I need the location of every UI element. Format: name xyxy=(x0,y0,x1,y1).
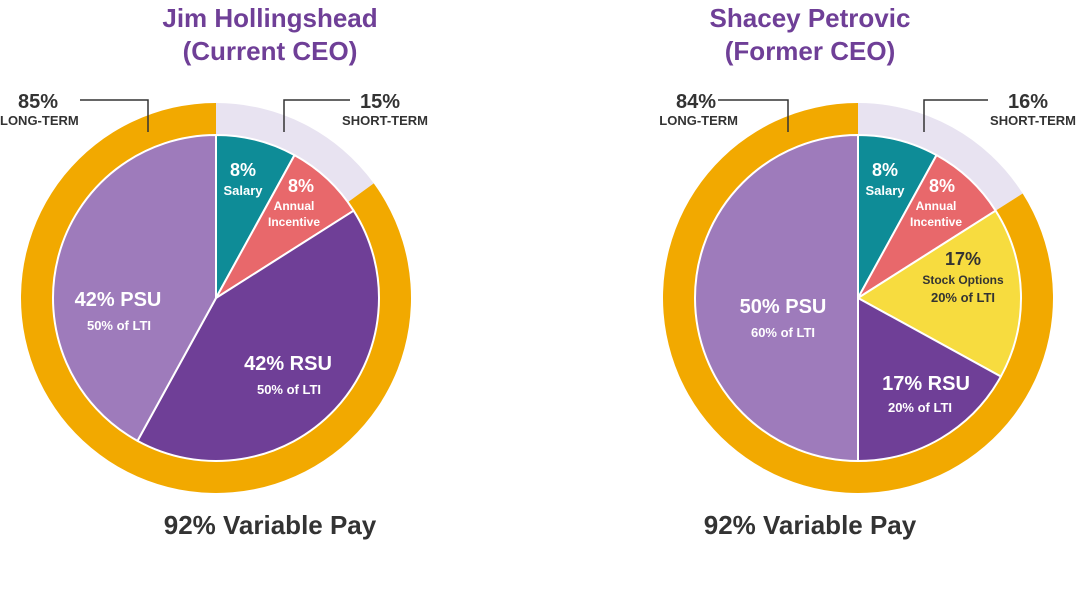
long-term-text: LONG-TERM xyxy=(0,113,79,128)
slice-label-rsu-sub: 20% of LTI xyxy=(888,400,952,415)
short-term-label: 15% SHORT-TERM xyxy=(300,91,428,128)
pie-chart: 8% Salary 8% Annual Incentive 17% Stock Option… xyxy=(663,99,1053,493)
slice-label-options-label: Stock Options xyxy=(922,273,1004,287)
slice-label-annual-l1: Incentive xyxy=(910,215,962,229)
ceo-name: Jim Hollingshead xyxy=(162,3,378,33)
slice-label-rsu-sub: 50% of LTI xyxy=(257,382,321,397)
ceo-name: Shacey Petrovic xyxy=(709,3,911,33)
slice-label-annual-value: 8% xyxy=(929,176,955,196)
long-term-pct: 84% xyxy=(675,91,716,113)
slice-label-rsu-value: 17% RSU xyxy=(882,373,970,395)
slice-label-rsu-value: 42% RSU xyxy=(244,353,332,375)
ceo-role: (Former CEO) xyxy=(724,36,896,66)
slice-label-salary-label: Salary xyxy=(865,183,905,198)
long-term-label: 84% LONG-TERM xyxy=(640,91,790,128)
short-term-text: SHORT-TERM xyxy=(342,113,428,128)
slice-label-annual-l0: Annual xyxy=(274,199,315,213)
ceo-role: (Current CEO) xyxy=(182,36,358,66)
slice-label-annual-l1: Incentive xyxy=(268,215,320,229)
long-term-text: LONG-TERM xyxy=(659,113,738,128)
short-term-label: 16% SHORT-TERM xyxy=(948,91,1076,128)
slice-label-salary-value: 8% xyxy=(230,160,256,180)
short-term-text: SHORT-TERM xyxy=(990,113,1076,128)
pie-slice-psu xyxy=(694,134,859,462)
pie-slice-rsu xyxy=(857,297,1002,462)
short-term-leader-line xyxy=(283,99,350,132)
short-term-pct: 15% xyxy=(359,91,400,113)
pie-slice-rsu xyxy=(136,209,380,462)
pie-chart: 8% Salary 8% Annual Incentive 42% RSU 50% of L… xyxy=(20,99,412,494)
slice-label-psu-sub: 60% of LTI xyxy=(751,325,815,340)
chart-current-ceo: Jim Hollingshead (Current CEO) 8% Salary 8… xyxy=(0,2,540,540)
slice-label-options-sub: 20% of LTI xyxy=(931,290,995,305)
short-term-pct: 16% xyxy=(1007,91,1048,113)
variable-pay-label: 92% Variable Pay xyxy=(703,510,917,540)
slice-label-options-value: 17% xyxy=(945,249,981,269)
short-term-leader-line xyxy=(923,99,988,132)
chart-title: Jim Hollingshead (Current CEO) xyxy=(0,2,540,68)
slice-label-annual-l0: Annual xyxy=(916,199,957,213)
slice-label-annual-value: 8% xyxy=(288,176,314,196)
pie-slice-options xyxy=(857,209,1022,378)
long-term-leader-line xyxy=(80,99,149,132)
slice-label-psu-sub: 50% of LTI xyxy=(87,318,151,333)
slice-label-psu-value: 50% PSU xyxy=(740,296,827,318)
variable-pay-label: 92% Variable Pay xyxy=(163,510,377,540)
slice-label-salary-label: Salary xyxy=(223,183,263,198)
slice-label-salary-value: 8% xyxy=(872,160,898,180)
long-term-leader-line xyxy=(718,99,789,132)
chart-title: Shacey Petrovic (Former CEO) xyxy=(540,2,1080,68)
chart-former-ceo: Shacey Petrovic (Former CEO) 8% Salary 8% A… xyxy=(540,0,1080,610)
pie-slice-psu xyxy=(52,134,217,442)
long-term-pct: 85% xyxy=(18,91,59,113)
slice-label-psu-value: 42% PSU xyxy=(75,289,162,311)
long-term-label: 85% LONG-TERM xyxy=(0,91,120,128)
